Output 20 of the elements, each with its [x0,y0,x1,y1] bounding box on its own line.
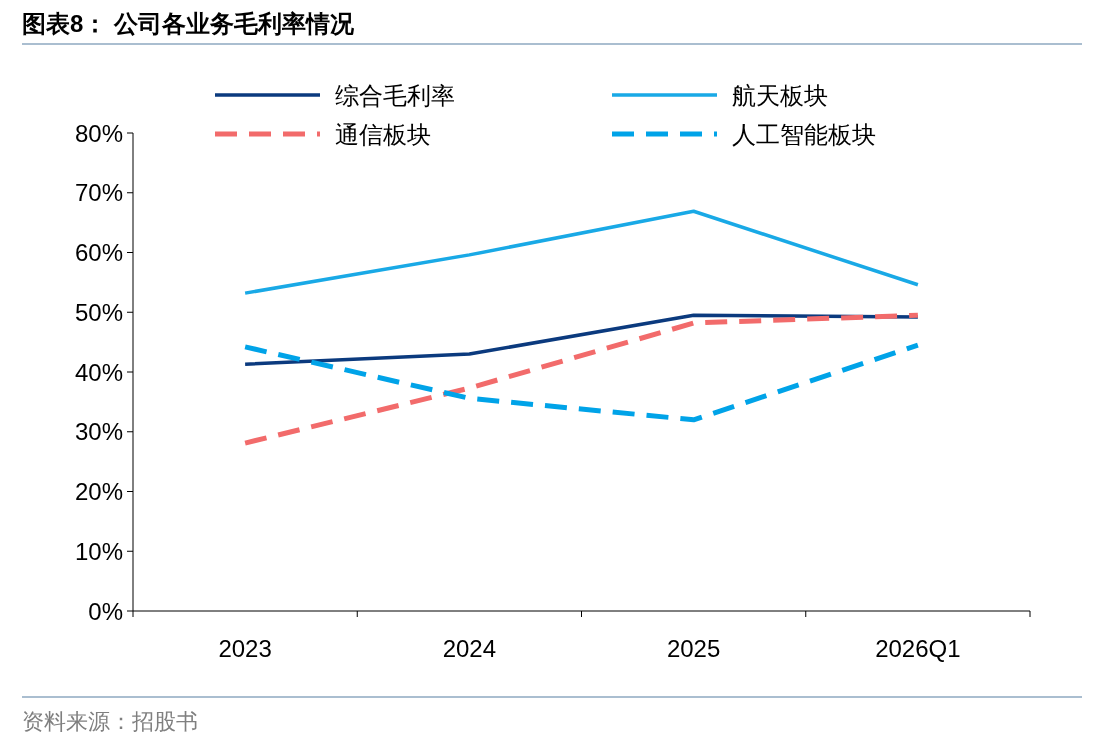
x-tick-label: 2026Q1 [875,635,961,662]
legend-label: 综合毛利率 [335,81,455,109]
y-tick-label: 60% [74,239,123,266]
x-tick-label: 2025 [666,635,721,662]
y-tick-label: 10% [74,537,123,565]
y-tick-label: 20% [74,478,123,505]
y-tick-label: 30% [74,418,123,446]
y-tick-label: 0% [88,597,123,625]
legend-label: 人工智能板块 [732,120,876,148]
y-tick-label: 50% [74,298,123,326]
x-tick-label: 2023 [218,635,272,662]
legend-label: 通信板块 [335,120,431,148]
chart-title: 图表8： 公司各业务毛利率情况 [22,10,356,37]
x-tick-label: 2024 [442,635,497,662]
line-series [243,209,920,295]
y-tick-label: 40% [74,358,123,386]
text: 资料来源：招股书 [22,709,198,734]
y-tick-label: 80% [74,119,123,147]
y-tick-label: 70% [74,179,123,207]
legend-label: 航天板块 [732,81,828,109]
